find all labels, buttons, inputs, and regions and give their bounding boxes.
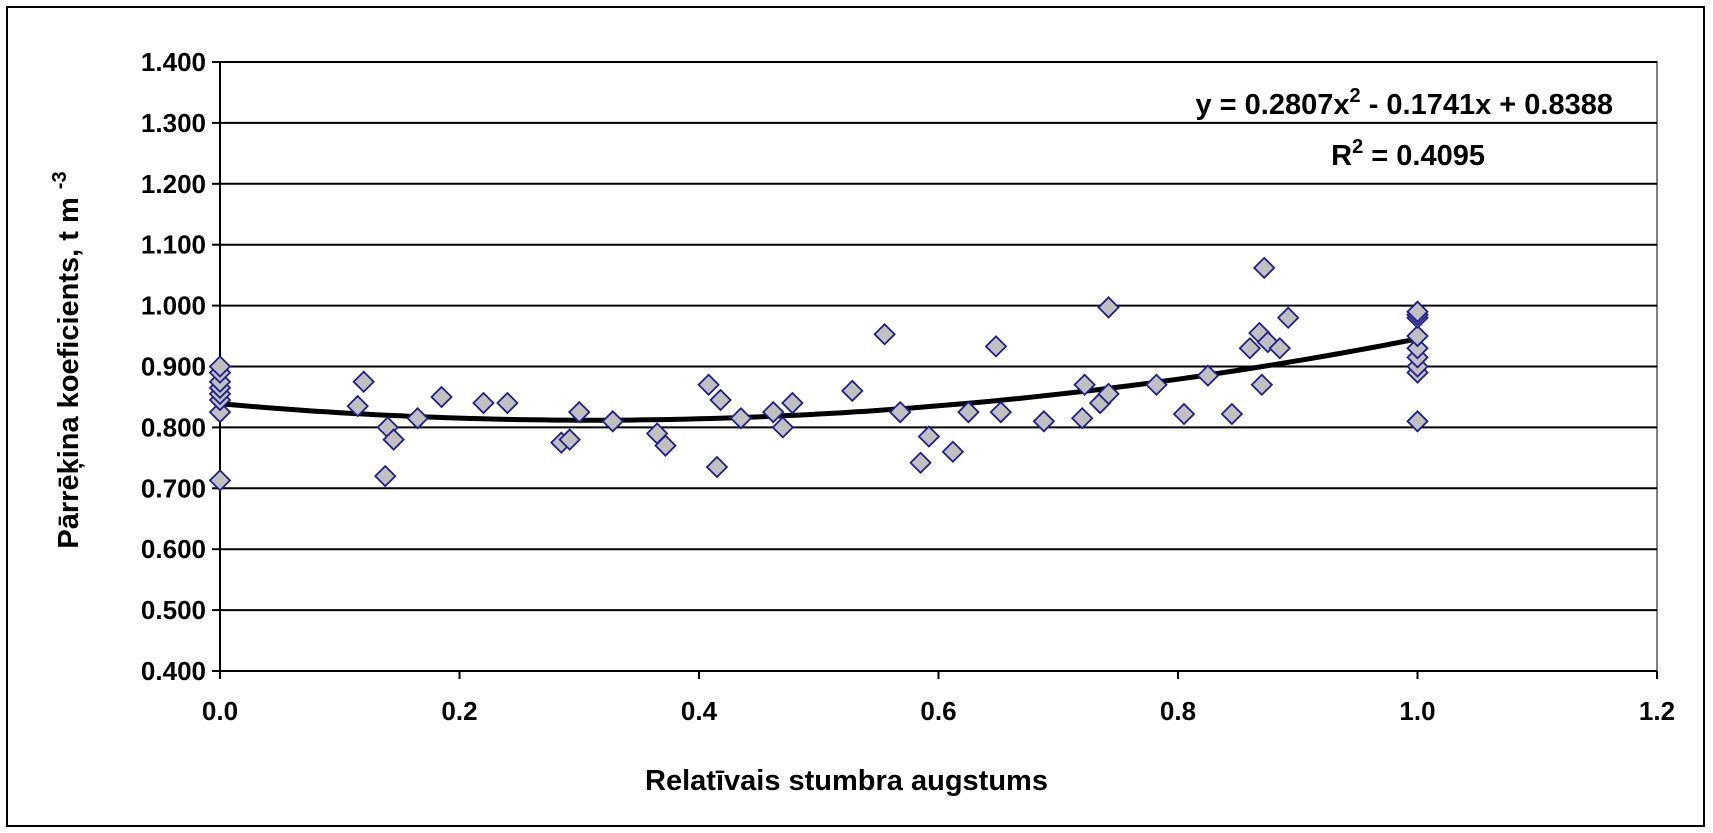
data-point <box>1145 373 1168 397</box>
data-point <box>382 428 405 451</box>
data-point <box>1268 336 1292 360</box>
data-point <box>1406 300 1429 323</box>
data-point <box>601 410 625 433</box>
y-tick-label: 1.000 <box>141 291 206 321</box>
y-tick-label: 0.800 <box>141 412 206 442</box>
data-point <box>373 464 397 488</box>
data-point <box>909 451 932 474</box>
data-point <box>1252 256 1276 280</box>
data-points <box>208 256 1429 492</box>
data-point <box>941 440 965 464</box>
data-point <box>989 400 1013 424</box>
x-tick-label: 0.0 <box>202 696 238 726</box>
trendline-r-squared: R2 = 0.4095 <box>1331 136 1485 172</box>
data-point <box>1172 402 1196 426</box>
trendline-equation: y = 0.2807x2 - 0.1741x + 0.8388 <box>1196 85 1614 121</box>
data-point <box>1196 364 1220 387</box>
data-point <box>654 434 677 457</box>
data-point <box>705 455 729 479</box>
data-point <box>709 388 732 412</box>
data-point <box>1250 373 1274 397</box>
data-point <box>208 400 232 424</box>
y-tick-label: 0.500 <box>141 595 206 625</box>
data-point <box>1032 410 1056 433</box>
data-point <box>697 373 720 397</box>
data-point <box>1406 336 1429 360</box>
data-point <box>406 406 429 430</box>
data-point <box>472 391 495 415</box>
x-tick-label: 1.0 <box>1399 696 1435 726</box>
data-point <box>917 425 941 448</box>
data-point <box>1238 336 1262 360</box>
data-point <box>771 416 795 439</box>
data-point <box>761 400 785 424</box>
data-point <box>1070 406 1094 430</box>
data-point <box>729 406 753 430</box>
y-tick-label: 1.400 <box>141 47 206 77</box>
data-point <box>208 355 232 378</box>
x-tick-label: 0.6 <box>920 696 956 726</box>
data-point <box>1073 373 1096 397</box>
data-point <box>567 400 591 424</box>
data-point <box>346 394 369 418</box>
data-point <box>208 469 232 492</box>
data-point <box>1097 296 1120 319</box>
data-point <box>1276 306 1300 330</box>
x-axis-title: Relatīvais stumbra augstums <box>645 765 1048 797</box>
data-point <box>430 385 453 409</box>
y-tick-label: 0.400 <box>141 656 206 686</box>
labels: y = 0.2807x2 - 0.1741x + 0.8388 R2 = 0.40… <box>49 85 1613 797</box>
data-point <box>1406 410 1429 433</box>
data-point <box>888 400 912 424</box>
data-point <box>841 379 864 403</box>
data-point <box>496 391 519 415</box>
data-point <box>957 400 980 424</box>
y-tick-label: 1.200 <box>141 169 206 199</box>
data-point <box>1220 402 1244 426</box>
data-point <box>352 370 375 393</box>
x-tick-label: 1.2 <box>1639 696 1675 726</box>
y-tick-label: 1.300 <box>141 108 206 138</box>
y-axis-title: Pārrēķina koeficients, t m-3 <box>49 171 85 548</box>
trendline-path <box>219 336 1418 423</box>
x-tick-label: 0.8 <box>1160 696 1196 726</box>
data-point <box>1097 382 1120 406</box>
data-point <box>781 391 804 415</box>
y-tick-label: 0.900 <box>141 352 206 382</box>
data-point <box>558 428 581 451</box>
y-tick-label: 0.600 <box>141 534 206 564</box>
x-tick-label: 0.4 <box>681 696 718 726</box>
data-point <box>873 322 896 346</box>
data-point <box>1406 324 1429 348</box>
data-point <box>984 335 1008 358</box>
x-tick-label: 0.2 <box>441 696 477 726</box>
y-tick-label: 0.700 <box>141 473 206 503</box>
y-tick-label: 1.100 <box>141 230 206 260</box>
trendline <box>219 336 1418 423</box>
